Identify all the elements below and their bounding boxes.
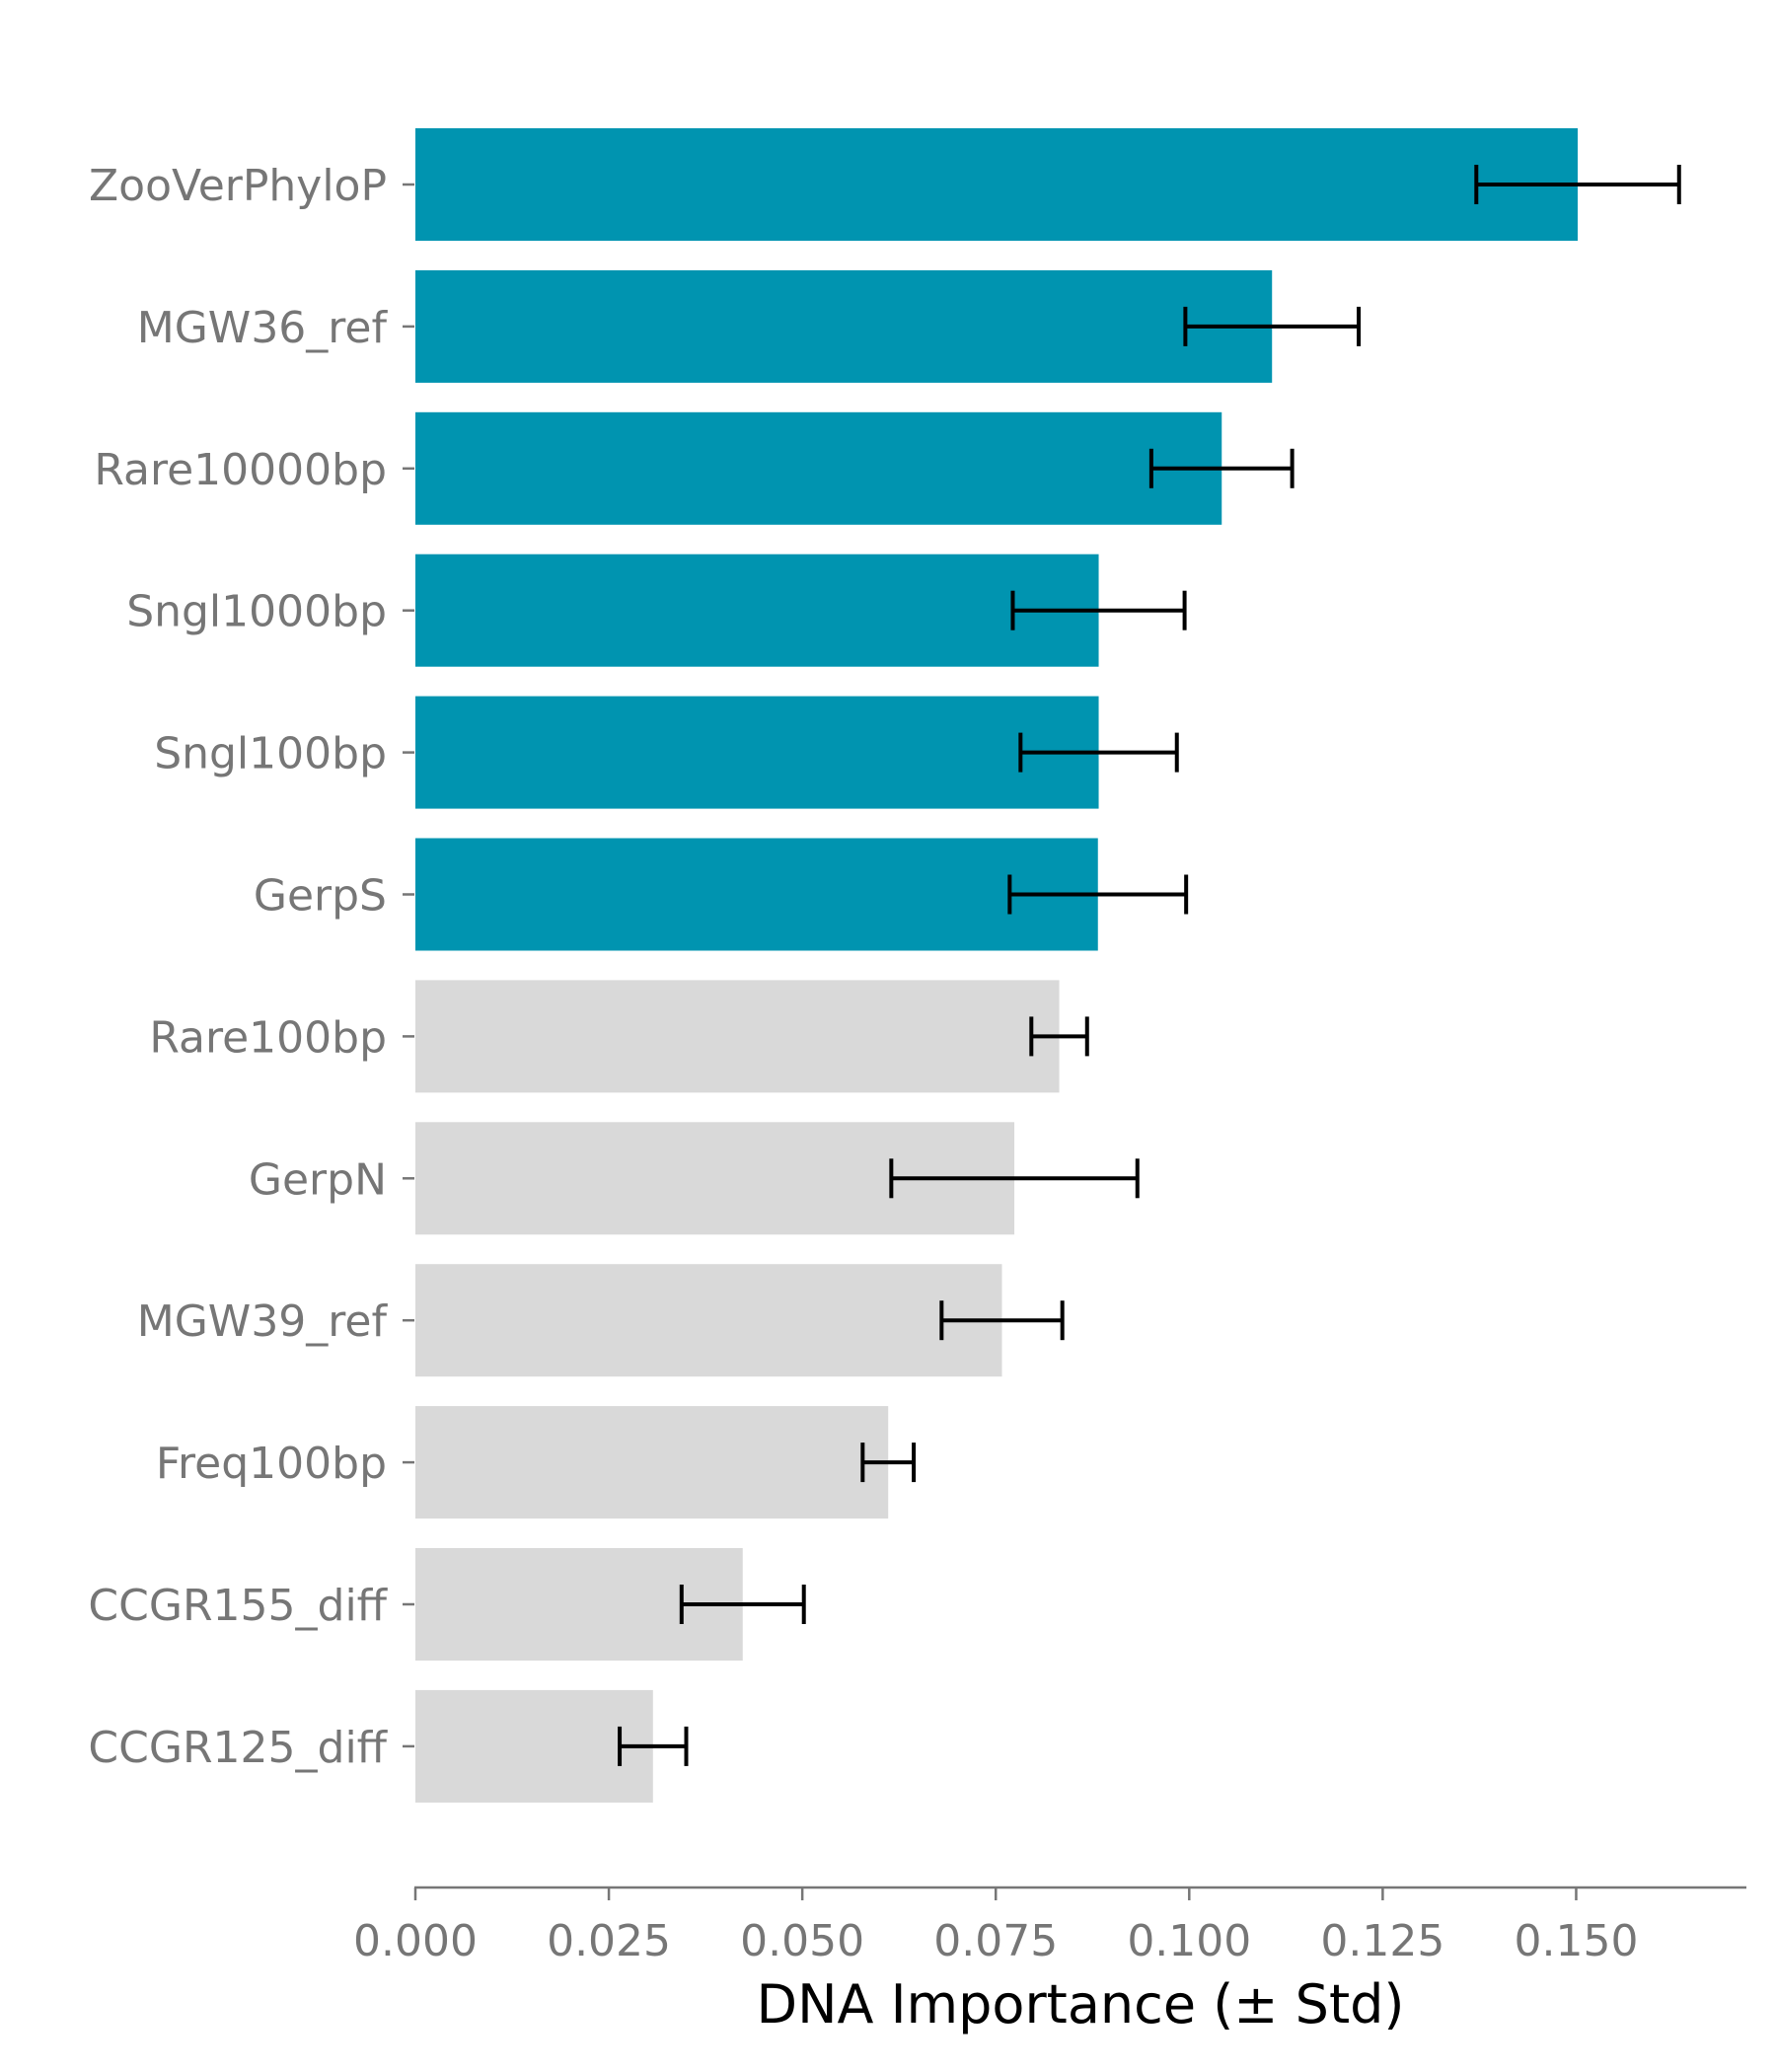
bar-MGW39_ref bbox=[415, 1264, 1002, 1377]
x-tick-label: 0.100 bbox=[1127, 1916, 1251, 1966]
error-bar-GerpN bbox=[889, 1158, 1140, 1199]
x-tick-label: 0.125 bbox=[1320, 1916, 1444, 1966]
bar-GerpS bbox=[415, 838, 1098, 951]
error-bar-GerpS bbox=[1007, 874, 1189, 915]
error-bar-Sngl100bp bbox=[1018, 732, 1179, 773]
y-tick-label: Freq100bp bbox=[156, 1439, 387, 1489]
error-bar-MGW36_ref bbox=[1183, 306, 1362, 346]
error-bar-MGW39_ref bbox=[939, 1300, 1065, 1341]
y-tick-label: Sngl100bp bbox=[154, 729, 387, 779]
error-bar-Sngl1000bp bbox=[1010, 590, 1187, 630]
bar-Freq100bp bbox=[415, 1406, 889, 1519]
bar-Rare10000bp bbox=[415, 411, 1222, 525]
bar-Rare100bp bbox=[415, 980, 1060, 1093]
error-bar-ZooVerPhyloP bbox=[1474, 165, 1681, 204]
x-tick-label: 0.075 bbox=[933, 1916, 1058, 1966]
y-tick-label: CCGR125_diff bbox=[88, 1723, 388, 1773]
error-bar-CCGR125_diff bbox=[618, 1726, 689, 1766]
bars bbox=[415, 128, 1579, 1803]
y-tick-label: MGW36_ref bbox=[137, 303, 389, 353]
x-axis: 0.000 0.025 0.050 0.075 0.100 0.125 0.150 bbox=[353, 1886, 1746, 1966]
x-tick-label: 0.050 bbox=[740, 1916, 864, 1966]
error-bar-Rare10000bp bbox=[1148, 448, 1295, 488]
x-tick-label: 0.000 bbox=[353, 1916, 478, 1966]
bar-Sngl1000bp bbox=[415, 554, 1099, 667]
x-axis-title: DNA Importance (± Std) bbox=[757, 1973, 1405, 2035]
y-tick-label: ZooVerPhyloP bbox=[89, 161, 387, 211]
y-tick-label: GerpN bbox=[249, 1154, 387, 1205]
error-bar-Freq100bp bbox=[860, 1443, 917, 1483]
x-tick-label: 0.025 bbox=[547, 1916, 671, 1966]
y-tick-label: Sngl1000bp bbox=[126, 587, 387, 637]
y-tick-label: CCGR155_diff bbox=[88, 1581, 388, 1631]
error-bar-CCGR155_diff bbox=[679, 1585, 806, 1624]
bar-MGW36_ref bbox=[415, 269, 1273, 383]
bar-ZooVerPhyloP bbox=[415, 128, 1579, 241]
y-axis: ZooVerPhyloP MGW36_ref Rare10000bp Sngl1000… bbox=[88, 161, 414, 1773]
bar-Sngl100bp bbox=[415, 696, 1099, 809]
error-bars bbox=[618, 165, 1681, 1766]
y-tick-label: GerpS bbox=[254, 871, 387, 922]
y-tick-label: MGW39_ref bbox=[137, 1296, 389, 1347]
y-tick-label: Rare10000bp bbox=[94, 445, 387, 495]
bar-CCGR125_diff bbox=[415, 1689, 653, 1803]
error-bar-Rare100bp bbox=[1029, 1016, 1089, 1057]
x-tick-label: 0.150 bbox=[1514, 1916, 1638, 1966]
y-tick-label: Rare100bp bbox=[149, 1012, 387, 1063]
